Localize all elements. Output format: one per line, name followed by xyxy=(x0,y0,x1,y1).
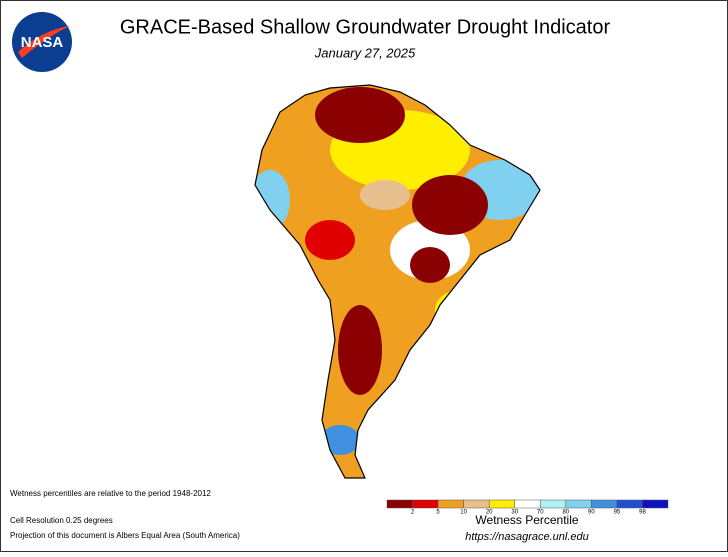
legend-tick: 98 xyxy=(639,510,646,516)
legend-tick: 70 xyxy=(537,510,544,516)
legend-swatch xyxy=(488,499,515,509)
legend-tick: 90 xyxy=(588,510,595,516)
coastline xyxy=(254,84,541,479)
legend-swatch xyxy=(591,499,618,509)
legend-swatch xyxy=(463,499,490,509)
legend-swatch xyxy=(437,499,464,509)
legend-swatch xyxy=(642,499,669,509)
legend-swatch xyxy=(616,499,643,509)
legend-swatch xyxy=(540,499,567,509)
legend-tick: 2 xyxy=(411,510,415,516)
title: GRACE-Based Shallow Groundwater Drought … xyxy=(120,16,611,38)
legend-swatch xyxy=(514,499,541,509)
date: January 27, 2025 xyxy=(314,45,416,60)
notes: Wetness percentiles are relative to the … xyxy=(10,489,240,540)
url: https://nasagrace.unl.edu xyxy=(465,531,589,543)
legend-tick: 30 xyxy=(511,510,518,516)
legend-swatch xyxy=(386,499,413,509)
legend-swatch xyxy=(565,499,592,509)
legend-title: Wetness Percentile xyxy=(475,513,578,527)
legend-tick: 80 xyxy=(562,510,569,516)
legend-swatch xyxy=(412,499,439,509)
note: Wetness percentiles are relative to the … xyxy=(10,489,211,498)
logo-text: NASA xyxy=(21,34,64,51)
note: Projection of this document is Albers Eq… xyxy=(10,531,240,540)
legend-tick: 10 xyxy=(460,510,467,516)
legend-tick: 5 xyxy=(436,510,440,516)
legend-tick: 20 xyxy=(486,510,493,516)
nasa-logo: NASA xyxy=(12,12,72,72)
note: Cell Resolution 0.25 degrees xyxy=(10,516,113,525)
legend: 2 5 10 20 30 70 80 90 95 98 xyxy=(386,499,669,516)
legend-tick: 95 xyxy=(614,510,621,516)
